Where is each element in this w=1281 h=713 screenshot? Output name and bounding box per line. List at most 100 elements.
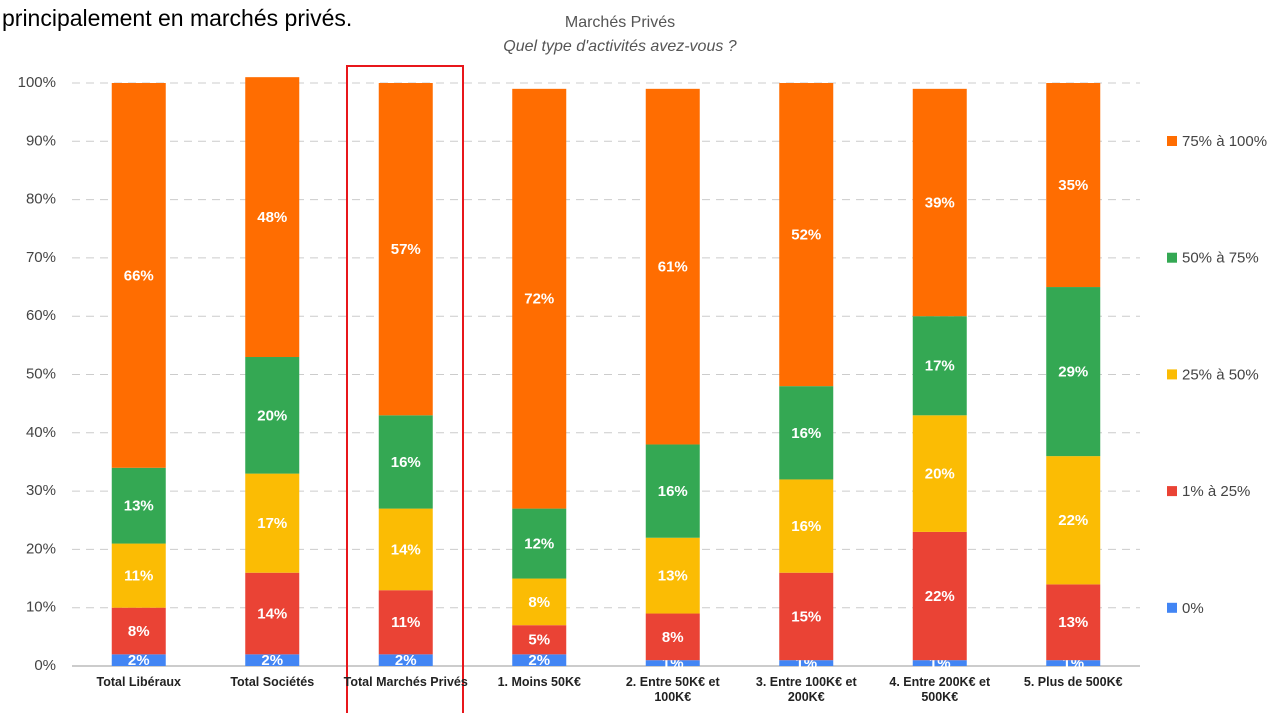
data-label: 16% [391,454,421,471]
data-label: 13% [658,568,688,585]
data-label: 17% [925,358,955,375]
data-label: 8% [528,594,550,611]
data-label: 29% [1058,364,1088,381]
x-tick-label: 4. Entre 200K€ et 500K€ [889,675,991,704]
chart-title: Marchés Privés [565,14,675,31]
data-label: 48% [257,209,287,226]
data-label: 14% [391,541,421,558]
y-tick-label: 80% [26,191,56,208]
legend-label: 25% à 50% [1182,366,1259,383]
bar-segment [1046,83,1101,288]
x-tick-label: Total Sociétés [230,675,315,689]
data-label: 8% [128,623,150,640]
legend-label: 75% à 100% [1182,133,1267,150]
y-tick-label: 0% [34,657,56,674]
bar-segment [912,316,967,416]
bar-segment [779,479,834,573]
legend-swatch [1167,136,1177,146]
chart-subtitle: Quel type d'activités avez-vous ? [503,38,736,55]
data-label: 57% [391,241,421,258]
legend-label: 1% à 25% [1182,483,1250,500]
y-tick-label: 70% [26,249,56,266]
bar-segment [912,415,967,532]
bar-segment [512,654,567,666]
bar-segment [111,83,166,468]
data-label: 17% [257,515,287,532]
annotation: principalement en marchés privés. [2,5,352,31]
y-tick-label: 60% [26,307,56,324]
bar-segment [912,531,967,661]
data-label: 66% [124,267,154,284]
bar-segment [111,543,166,608]
bar-segment [779,83,834,387]
bar-segment [1046,584,1101,661]
data-label: 12% [524,536,554,553]
y-tick-label: 40% [26,424,56,441]
data-label: 35% [1058,177,1088,194]
bar-segment [111,607,166,655]
bar-segment [245,77,300,358]
bar-segment [245,357,300,474]
x-tick-label: Total Libéraux [96,675,181,689]
bar-segment [378,83,433,416]
y-tick-label: 10% [26,599,56,616]
legend-swatch [1167,602,1177,613]
bar-segment [645,444,700,538]
y-tick-label: 50% [26,365,56,382]
bar-segment [1046,287,1101,457]
highlight-box [346,65,464,713]
bar-segment [512,508,567,579]
data-label: 52% [791,227,821,244]
data-label: 11% [391,614,420,631]
bar-segment [645,660,700,666]
bar-segment [378,590,433,655]
data-label: 22% [925,588,955,605]
data-label: 2% [261,652,283,669]
data-label: 5% [528,632,550,649]
data-label: 22% [1058,512,1088,529]
y-tick-label: 90% [26,132,56,149]
bar-segment [378,415,433,509]
y-tick-label: 20% [26,540,56,557]
data-label: 20% [257,407,287,424]
data-label: 72% [524,291,554,308]
y-tick-label: 100% [18,74,56,91]
bar-segment [645,88,700,445]
legend-swatch [1167,369,1177,380]
bar-segment [378,508,433,591]
y-tick-label: 30% [26,482,56,499]
bar-segment [1046,456,1101,585]
bar-segment [645,613,700,661]
data-label: 2% [528,652,550,669]
bar-segment [512,578,567,626]
bar-segment [1046,660,1101,666]
bar-segment [245,473,300,573]
bar-segment [779,386,834,480]
bar-segment [779,660,834,666]
bar-segment [912,88,967,317]
x-tick-label: Total Marchés Privés [343,675,468,689]
data-label: 20% [925,466,955,483]
data-label: 16% [791,425,821,442]
data-label: 39% [925,194,955,211]
bar-segment [378,654,433,666]
bar-segment [779,572,834,661]
bar-segment [512,625,567,655]
bar-segment [912,660,967,666]
data-label: 11% [124,568,153,585]
bar-segment [645,537,700,614]
x-tick-label: 5. Plus de 500K€ [1023,675,1123,689]
data-label: 8% [662,629,684,646]
legend-label: 50% à 75% [1182,250,1259,267]
data-label: 61% [658,259,688,276]
legend-swatch [1167,486,1177,497]
bar-segment [245,654,300,666]
legend-label: 0% [1182,600,1204,617]
x-tick-label: 1. Moins 50K€ [497,675,581,689]
data-label: 2% [395,652,417,669]
data-label: 15% [791,608,821,625]
bar-segment [245,572,300,655]
data-label: 16% [791,518,821,535]
x-tick-label: 3. Entre 100K€ et 200K€ [755,675,857,704]
